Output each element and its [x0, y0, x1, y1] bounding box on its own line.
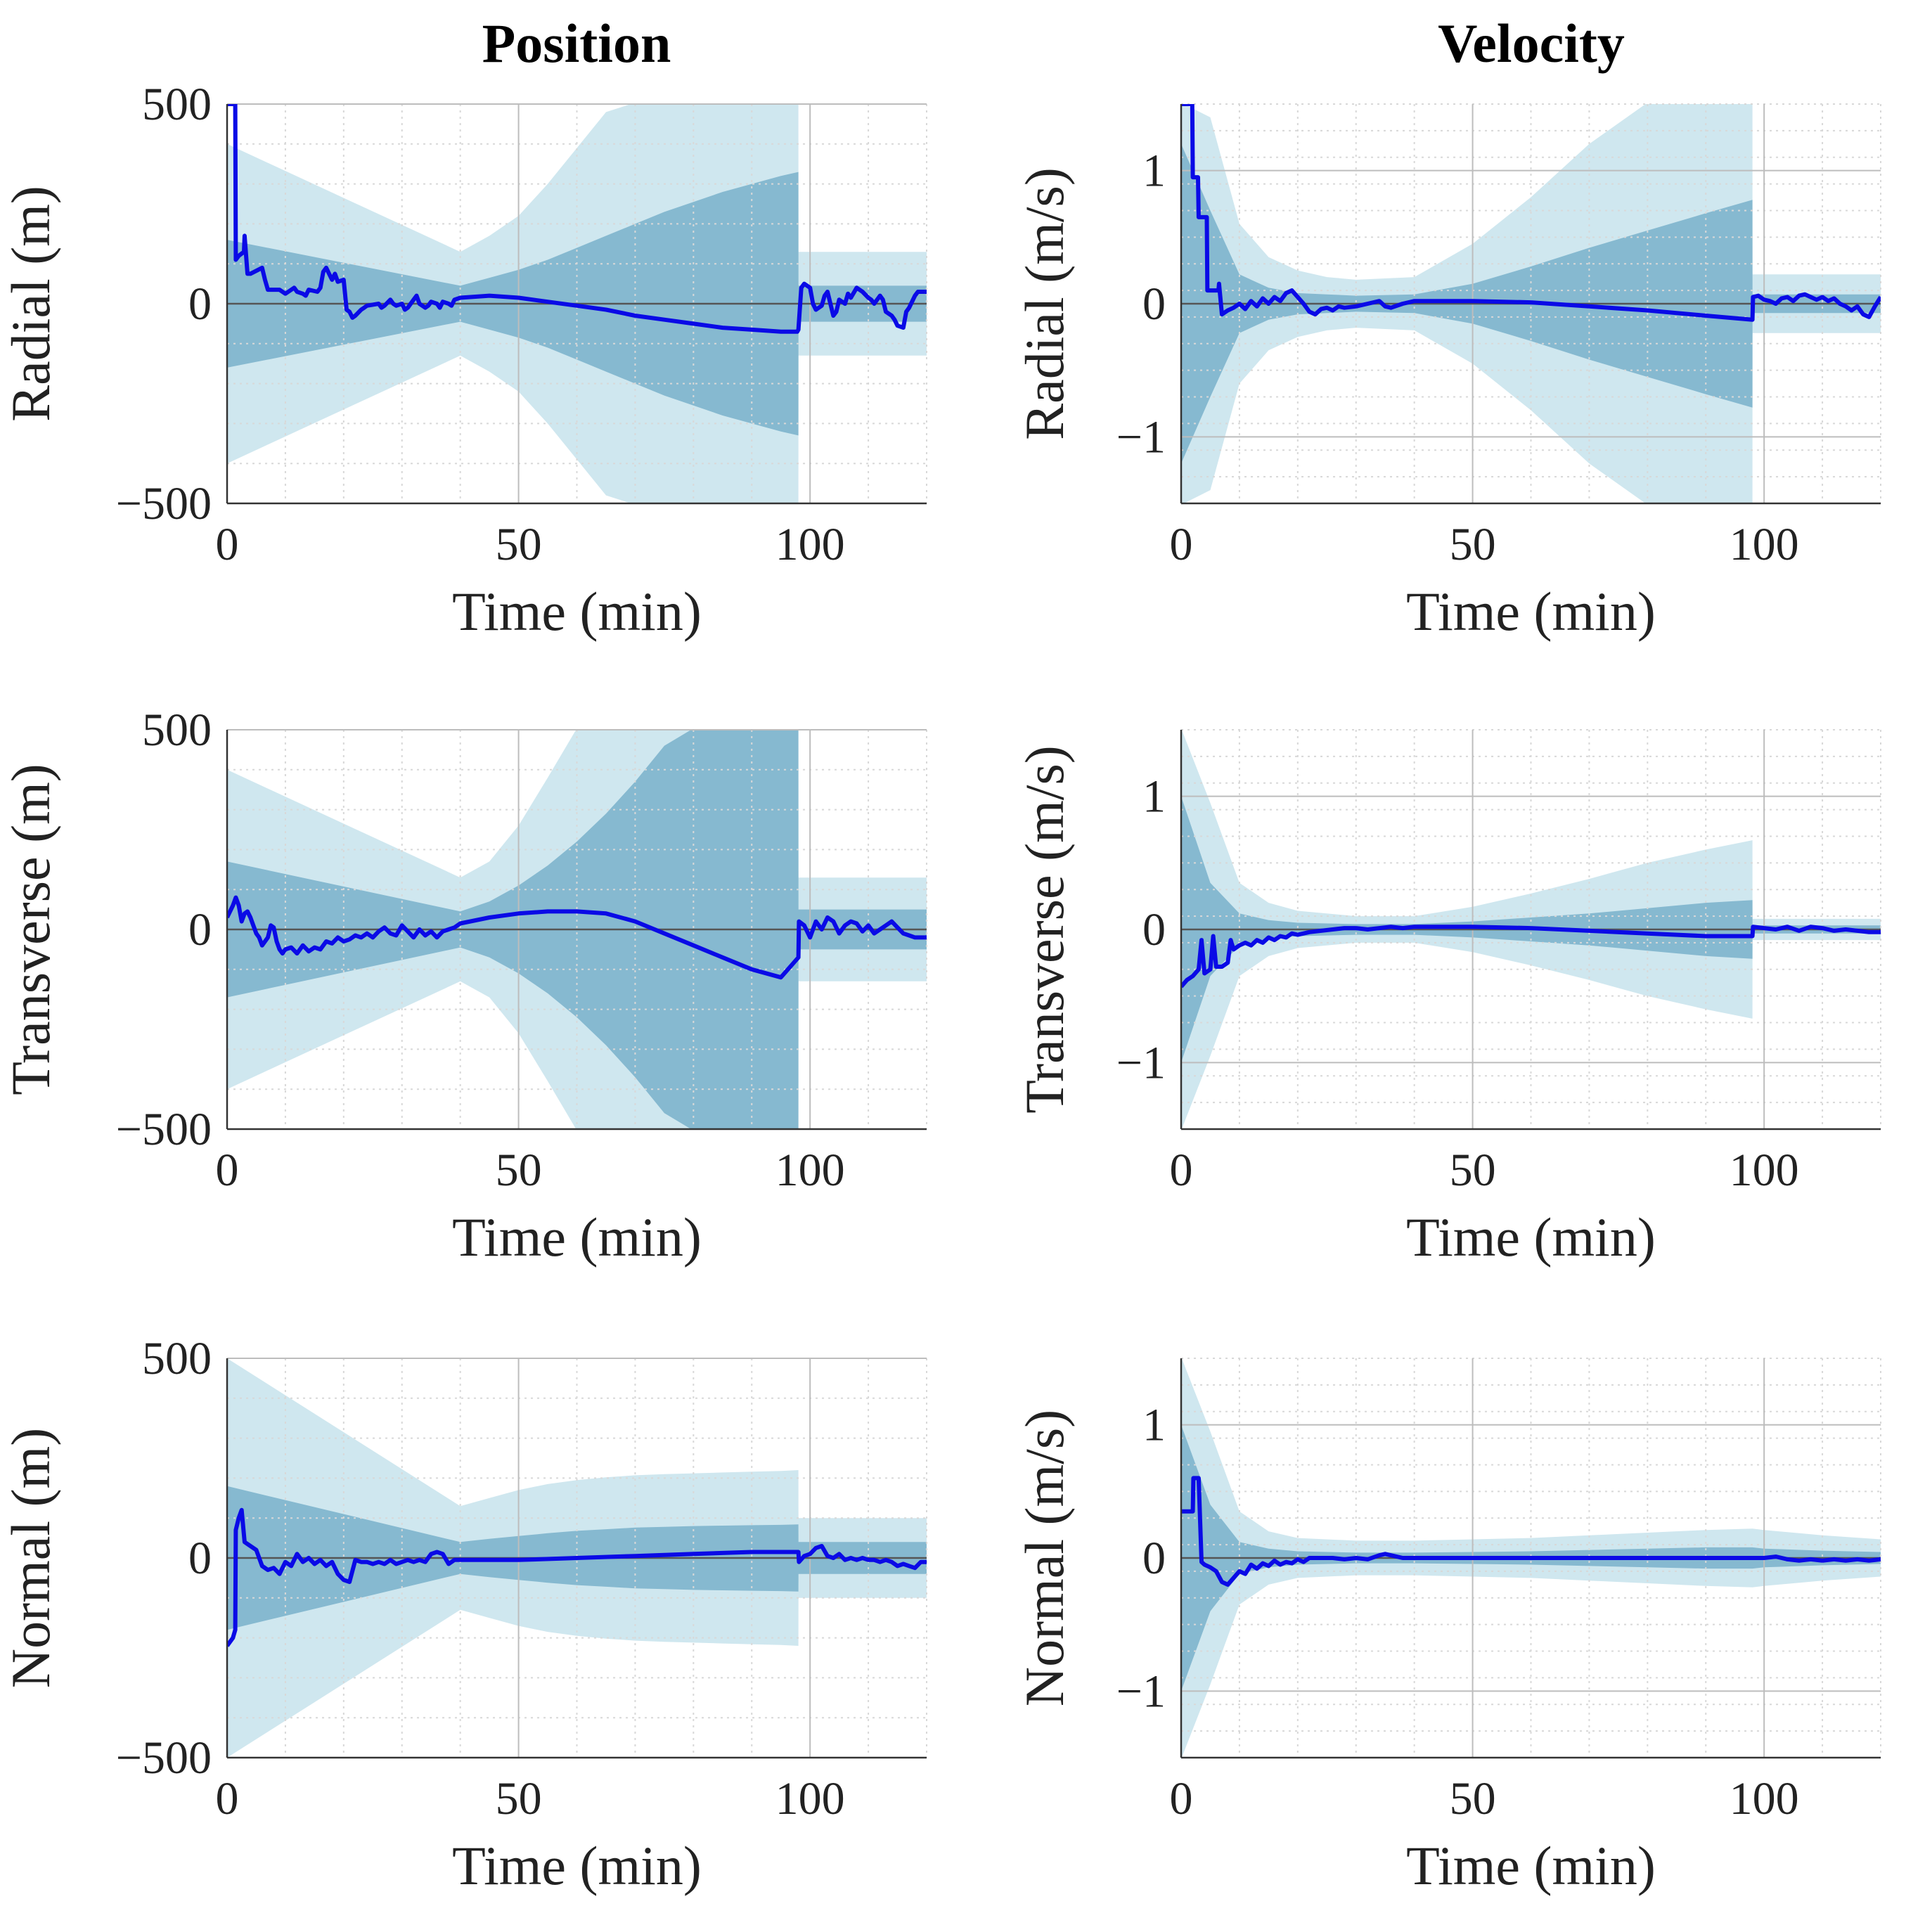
y-tick-label: −1	[1116, 411, 1166, 463]
series-line-error	[227, 104, 927, 334]
y-axis-label: Radial (m/s)	[1014, 167, 1075, 440]
column-title-velocity: Velocity	[1438, 13, 1625, 74]
series-line-error	[227, 895, 927, 980]
column-title-position: Position	[482, 13, 671, 74]
y-tick-label: −500	[116, 478, 212, 529]
panel-vel-normal: 0 50 100 −1 0 1 Time (min) Normal (m/s)	[1014, 1358, 1881, 1896]
x-axis-label: Time (min)	[1406, 1206, 1656, 1268]
x-tick-label: 50	[1450, 1773, 1496, 1824]
x-axis-label: Time (min)	[452, 1835, 702, 1896]
y-tick-label: −1	[1116, 1037, 1166, 1088]
grid	[226, 1358, 927, 1758]
x-tick-label: 100	[1730, 1773, 1799, 1824]
x-tick-label: 50	[1450, 519, 1496, 570]
y-axis-label: Normal (m/s)	[1014, 1410, 1075, 1706]
y-tick-label: 1	[1142, 146, 1166, 197]
y-tick-label: 0	[1142, 278, 1166, 330]
y-tick-label: −500	[116, 1732, 212, 1784]
x-tick-label: 100	[775, 1773, 845, 1824]
x-tick-label: 100	[775, 1145, 845, 1196]
x-axis-label: Time (min)	[1406, 581, 1656, 642]
x-tick-label: 50	[496, 1773, 542, 1824]
x-axis-label: Time (min)	[1406, 1835, 1656, 1896]
y-tick-label: 500	[142, 704, 212, 756]
x-tick-label: 100	[775, 519, 845, 570]
y-tick-label: −500	[116, 1104, 212, 1155]
y-tick-label: 500	[142, 79, 212, 130]
x-tick-label: 0	[216, 519, 239, 570]
y-axis-label: Transverse (m/s)	[1014, 745, 1075, 1114]
y-tick-label: 0	[188, 904, 212, 955]
x-tick-label: 0	[216, 1145, 239, 1196]
y-tick-label: 1	[1142, 771, 1166, 823]
x-tick-label: 50	[496, 1145, 542, 1196]
y-tick-label: 0	[188, 1533, 212, 1584]
y-axis-label: Normal (m)	[0, 1428, 61, 1688]
x-tick-label: 0	[216, 1773, 239, 1824]
panel-vel-radial: 0 50 100 −1 0 1 Time (min) Radial (m/s)	[1014, 103, 1881, 642]
x-tick-label: 50	[496, 519, 542, 570]
y-tick-label: 0	[188, 278, 212, 330]
x-tick-label: 0	[1170, 519, 1193, 570]
grid	[1180, 103, 1881, 504]
x-axis-label: Time (min)	[452, 581, 702, 642]
x-tick-label: 50	[1450, 1145, 1496, 1196]
x-tick-label: 100	[1730, 1145, 1799, 1196]
y-axis-label: Transverse (m)	[0, 764, 61, 1095]
series-line-error	[1181, 104, 1881, 322]
y-tick-label: 500	[142, 1333, 212, 1384]
y-axis-label: Radial (m)	[0, 186, 61, 422]
y-tick-label: 0	[1142, 1533, 1166, 1584]
x-tick-label: 0	[1170, 1145, 1193, 1196]
series-line-error	[227, 1507, 927, 1647]
y-tick-label: −1	[1116, 1666, 1166, 1717]
x-axis-label: Time (min)	[452, 1206, 702, 1268]
x-tick-label: 0	[1170, 1773, 1193, 1824]
y-tick-label: 1	[1142, 1400, 1166, 1451]
y-tick-label: 0	[1142, 904, 1166, 955]
series-line-error	[1181, 925, 1881, 988]
series-line-error	[1181, 1476, 1881, 1587]
panel-vel-transverse: 0 50 100 −1 0 1 Time (min) Transverse (m/s)	[1014, 729, 1881, 1268]
x-tick-label: 100	[1730, 519, 1799, 570]
